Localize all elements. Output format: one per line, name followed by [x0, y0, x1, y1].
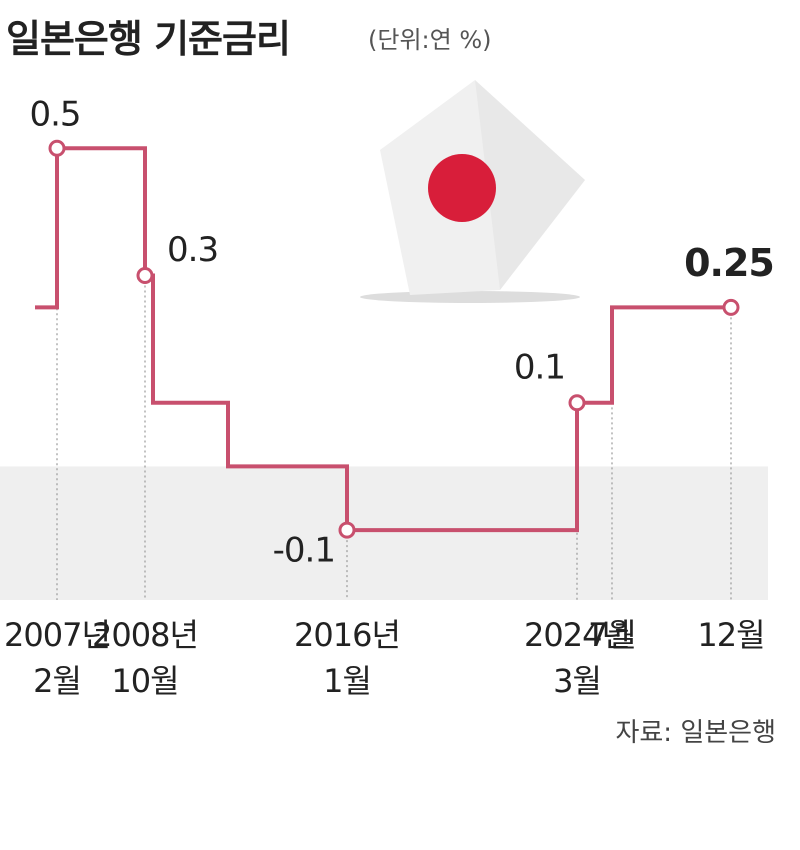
value-label: 0.5 — [29, 95, 80, 135]
source: 자료: 일본은행 — [615, 718, 776, 748]
japan-flag — [360, 80, 585, 303]
value-label: 0.3 — [167, 230, 218, 270]
point-marker — [338, 521, 356, 539]
chart-title: 일본은행 기준금리 — [6, 17, 291, 61]
x-tick-label: 2016년 1월 — [294, 616, 401, 700]
chart-subtitle: (단위:연 %) — [368, 26, 492, 54]
x-tick-label: 12월 — [697, 616, 765, 654]
x-tick-label: 2008년 10월 — [92, 616, 199, 700]
x-tick-label: 7월 — [588, 616, 637, 654]
point-marker — [48, 139, 66, 157]
x-tick-label: 2007년 2월 — [4, 616, 111, 700]
value-label: -0.1 — [273, 531, 335, 571]
point-marker — [722, 298, 740, 316]
rate-line — [35, 146, 731, 533]
negative-band — [0, 466, 768, 600]
value-label: 0.1 — [514, 347, 565, 387]
value-label: 0.25 — [684, 241, 774, 285]
x-tick-label: 2024년 3월 — [524, 616, 631, 700]
point-marker — [136, 267, 154, 285]
point-marker — [568, 394, 586, 412]
